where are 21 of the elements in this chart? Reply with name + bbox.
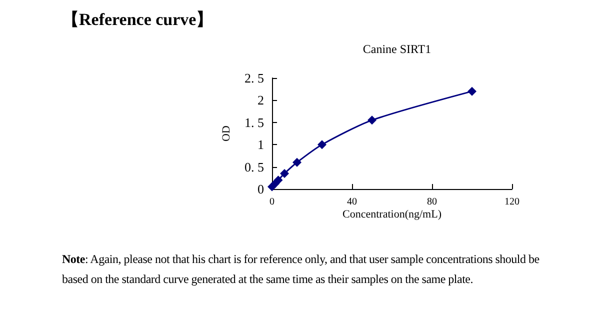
y-tick-label: 1 [258,137,264,152]
point [318,140,326,150]
x-tick-label: 80 [427,196,437,208]
point [280,168,289,178]
y-tick-label: 2. 5 [244,70,264,86]
chart-subtitle: Canine SIRT1 [362,42,432,56]
x-axis-title: Concentration(ng/mL) [342,208,442,220]
y-tick-label: 0. 5 [244,159,264,174]
chart-title: 【Reference curve】 [62,9,214,31]
point [274,176,283,185]
x-tick-label: 0 [270,196,274,208]
point [292,158,302,167]
x-tick-label: 40 [347,196,357,208]
y-tick-label: 0 [258,182,264,196]
x-tick-label: 120 [504,196,520,208]
y-tick-label: 2 [258,92,264,108]
point [368,116,376,125]
point [468,86,476,96]
y-tick-label: 1. 5 [244,114,264,130]
y-axis-title: OD [220,126,232,142]
text: Note: Again, please not that his chart is for reference only, and that user sample concentrations should be based on the standard curve generated at the same time as their samples on the same plate. [62,251,540,288]
